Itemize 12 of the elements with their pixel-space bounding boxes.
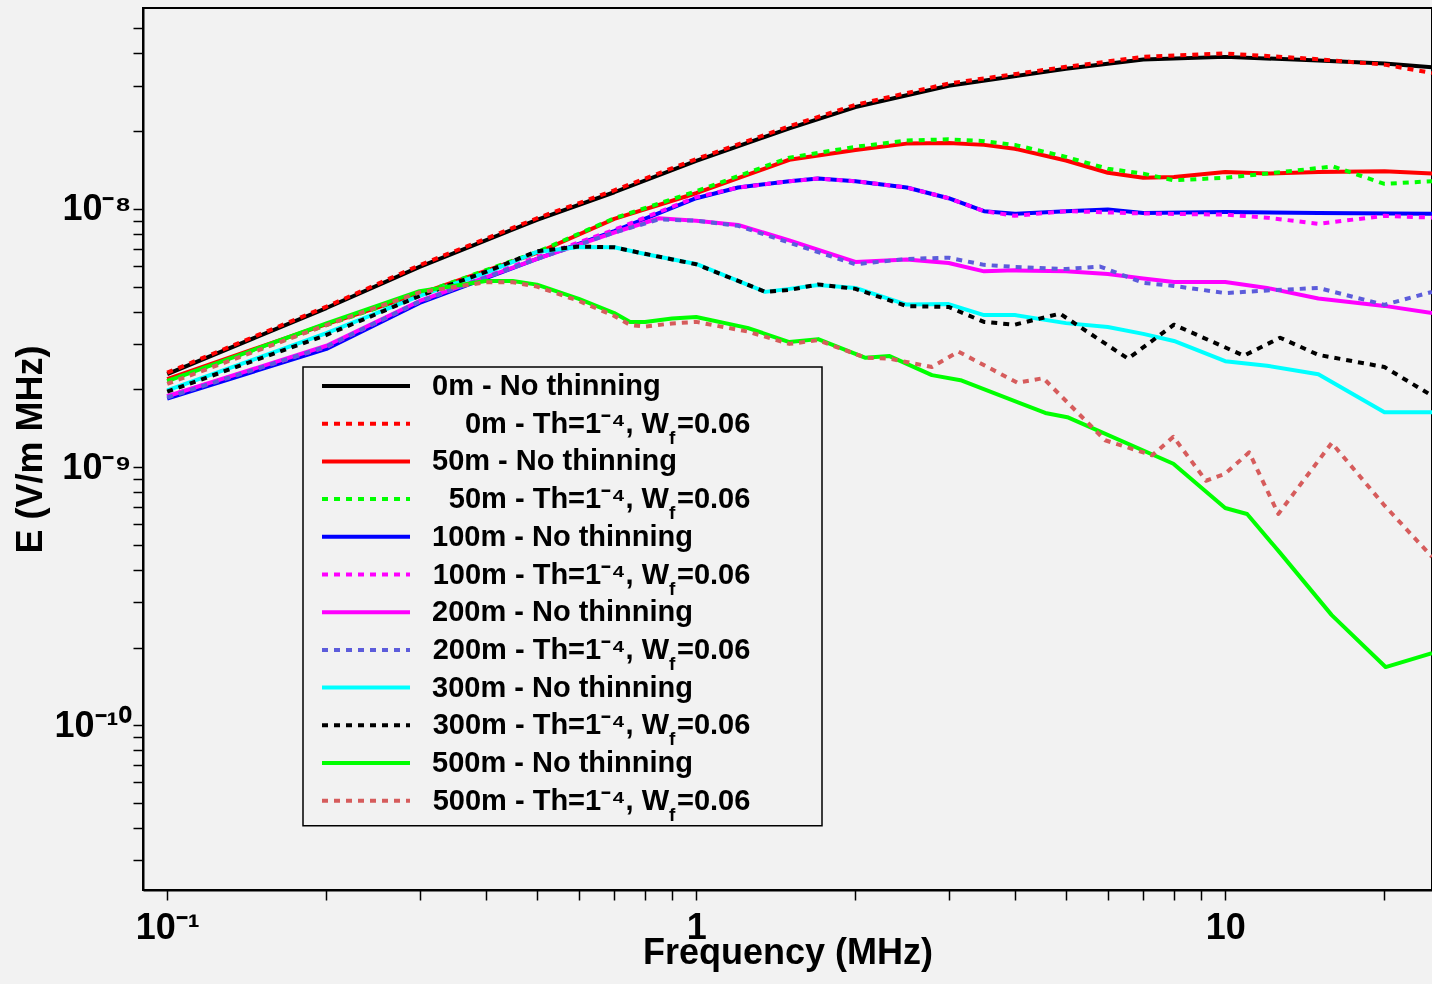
y-tick-label: 10⁻¹⁰	[54, 703, 132, 745]
legend-label: 300m - No thinning	[432, 670, 693, 703]
y-tick-label: 10⁻⁹	[62, 445, 132, 487]
legend-label: 0m - No thinning	[432, 369, 661, 401]
x-tick-label: 10	[1205, 905, 1246, 947]
x-tick-label: 10⁻¹	[135, 905, 200, 947]
legend-label: 50m - No thinning	[432, 444, 677, 477]
legend-label: 200m - No thinning	[432, 595, 693, 628]
y-tick-label: 10⁻⁸	[62, 187, 132, 229]
legend-label: 500m - No thinning	[432, 746, 693, 778]
y-axis-title: E (V/m MHz)	[9, 345, 51, 554]
legend-label: 100m - No thinning	[432, 519, 693, 552]
